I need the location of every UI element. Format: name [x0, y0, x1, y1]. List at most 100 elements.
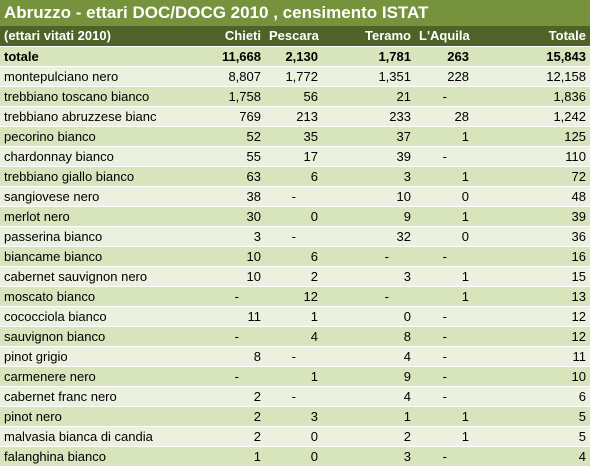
table-cell: 1,242	[473, 106, 590, 127]
table-cell: 6	[265, 246, 322, 267]
table-cell: 8,807	[172, 66, 265, 87]
row-label: pecorino bianco	[0, 126, 172, 147]
table-cell: 8	[322, 326, 415, 347]
table-cell: 1	[415, 426, 473, 447]
table-cell: -	[415, 366, 473, 387]
table-cell: 0	[415, 226, 473, 247]
row-label: pinot grigio	[0, 346, 172, 367]
table-cell: -	[322, 246, 415, 267]
table-cell: 0	[265, 446, 322, 466]
row-label: cococciola bianco	[0, 306, 172, 327]
table-row: merlot nero 30 0 9 1 39	[0, 206, 590, 227]
header-cell: Chieti	[172, 26, 265, 47]
header-row: (ettari vitati 2010) Chieti Pescara Teramo L…	[0, 26, 590, 47]
table-cell: 12	[473, 306, 590, 327]
table-cell: 11	[172, 306, 265, 327]
table-cell: 2	[265, 266, 322, 287]
table-cell: 2	[322, 426, 415, 447]
table-cell: 12	[265, 286, 322, 307]
table-cell: 769	[172, 106, 265, 127]
table-cell: 3	[322, 446, 415, 466]
table-cell: -	[322, 286, 415, 307]
table-cell: 55	[172, 146, 265, 167]
table-cell: 1,781	[322, 46, 415, 67]
table-row: cabernet sauvignon nero 10 2 3 1 15	[0, 266, 590, 287]
header-cell: Totale	[473, 26, 590, 47]
row-label: trebbiano abruzzese bianc	[0, 106, 172, 127]
table-cell: 2	[172, 386, 265, 407]
table-cell: 1	[415, 166, 473, 187]
table-cell: 28	[415, 106, 473, 127]
table-cell: -	[415, 346, 473, 367]
table-row: trebbiano abruzzese bianc 769 213 233 28 1,24…	[0, 106, 590, 127]
data-table: (ettari vitati 2010) Chieti Pescara Teramo L…	[0, 26, 590, 466]
header-cell: Teramo	[322, 26, 415, 47]
row-label: biancame bianco	[0, 246, 172, 267]
table-cell: 4	[473, 446, 590, 466]
table-row: cococciola bianco 11 1 0-12	[0, 306, 590, 327]
row-label: passerina bianco	[0, 226, 172, 247]
table-cell: 17	[265, 146, 322, 167]
table-cell: -	[415, 146, 473, 167]
table-cell: 1	[265, 306, 322, 327]
row-label: sauvignon bianco	[0, 326, 172, 347]
table-cell: 3	[172, 226, 265, 247]
table-cell: -	[172, 366, 265, 387]
table-cell: 56	[265, 86, 322, 107]
row-label: sangiovese nero	[0, 186, 172, 207]
table-cell: 1	[415, 266, 473, 287]
table-cell: 0	[265, 206, 322, 227]
table-cell: 5	[473, 426, 590, 447]
row-label: merlot nero	[0, 206, 172, 227]
table-row: pecorino bianco 52 35 37 1 125	[0, 126, 590, 147]
table-cell: 1,772	[265, 66, 322, 87]
table-cell: -	[265, 386, 322, 407]
table-cell: 10	[473, 366, 590, 387]
table-cell: 1,351	[322, 66, 415, 87]
table-cell: -	[265, 226, 322, 247]
table-cell: -	[415, 306, 473, 327]
table-cell: 1	[415, 126, 473, 147]
table-cell: 39	[473, 206, 590, 227]
table-cell: 63	[172, 166, 265, 187]
table-cell: 16	[473, 246, 590, 267]
table-cell: 72	[473, 166, 590, 187]
table-cell: 0	[415, 186, 473, 207]
table-cell: 6	[265, 166, 322, 187]
table-cell: 38	[172, 186, 265, 207]
table-row: trebbiano toscano bianco 1,758 56 21-1,836	[0, 86, 590, 107]
row-label: malvasia bianca di candia	[0, 426, 172, 447]
table-row: biancame bianco 10 6- -16	[0, 246, 590, 267]
row-label: pinot nero	[0, 406, 172, 427]
table-cell: 1	[415, 406, 473, 427]
table-cell: 10	[172, 246, 265, 267]
table-cell: 263	[415, 46, 473, 67]
header-cell: Pescara	[265, 26, 322, 47]
row-label: carmenere nero	[0, 366, 172, 387]
table-cell: 12,158	[473, 66, 590, 87]
table-row: sangiovese nero 38-10 0 48	[0, 186, 590, 207]
table-cell: 1	[322, 406, 415, 427]
table-cell: 1	[415, 286, 473, 307]
row-label: chardonnay bianco	[0, 146, 172, 167]
table-cell: 5	[473, 406, 590, 427]
table-cell: 4	[322, 386, 415, 407]
table-cell: 1	[265, 366, 322, 387]
table-cell: 6	[473, 386, 590, 407]
table-cell: 37	[322, 126, 415, 147]
table-cell: 1,758	[172, 86, 265, 107]
table-body: (ettari vitati 2010) Chieti Pescara Teramo L…	[0, 26, 590, 466]
row-label: trebbiano toscano bianco	[0, 86, 172, 107]
table-cell: -	[415, 446, 473, 466]
table-cell: 0	[322, 306, 415, 327]
table-cell: 32	[322, 226, 415, 247]
table-row: montepulciano nero 8,807 1,772 1,351 228 12,1…	[0, 66, 590, 87]
table-row: malvasia bianca di candia 2 0 2 1 5	[0, 426, 590, 447]
table-cell: 2	[172, 426, 265, 447]
header-cell: L'Aquila	[415, 26, 473, 47]
table-cell: -	[265, 346, 322, 367]
table-row: chardonnay bianco 55 17 39-110	[0, 146, 590, 167]
table-cell: 125	[473, 126, 590, 147]
table-cell: 1	[172, 446, 265, 466]
